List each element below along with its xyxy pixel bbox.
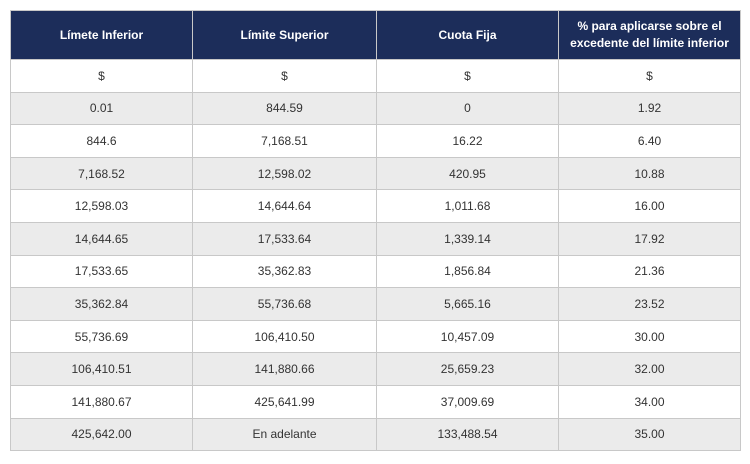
- cuota-fija-cell: 0: [376, 91, 559, 126]
- limite-inferior-cell: 55,736.69: [10, 319, 193, 354]
- limite-inferior-cell: 14,644.65: [10, 221, 193, 256]
- limite-superior-cell: $: [192, 59, 377, 93]
- cuota-fija-cell: 5,665.16: [376, 287, 559, 321]
- limite-superior-cell: 12,598.02: [192, 156, 377, 191]
- limite-superior-cell: 7,168.51: [192, 124, 377, 158]
- limite-inferior-cell: 425,642.00: [10, 417, 193, 452]
- porcentaje-cell: 32.00: [558, 352, 741, 386]
- cuota-fija-cell: 1,339.14: [376, 221, 559, 256]
- limite-inferior-cell: $: [10, 59, 193, 93]
- cuota-fija-cell: 1,011.68: [376, 189, 559, 223]
- table-row: 844.6 7,168.51 16.22 6.40: [10, 124, 741, 158]
- limite-inferior-cell: 106,410.51: [10, 352, 193, 386]
- tax-table-container: Límete Inferior Límite Superior Cuota Fi…: [10, 10, 741, 452]
- cuota-fija-cell: 16.22: [376, 124, 559, 158]
- limite-superior-cell: 106,410.50: [192, 319, 377, 354]
- limite-superior-cell: 55,736.68: [192, 287, 377, 321]
- porcentaje-cell: 16.00: [558, 189, 741, 223]
- limite-inferior-cell: 0.01: [10, 91, 193, 126]
- cuota-fija-cell: 133,488.54: [376, 417, 559, 452]
- porcentaje-cell: 1.92: [558, 91, 741, 126]
- porcentaje-cell: $: [558, 59, 741, 93]
- header-porcentaje-excedente: % para aplicarse sobre el excedente del …: [558, 10, 741, 60]
- table-row: 35,362.84 55,736.68 5,665.16 23.52: [10, 287, 741, 321]
- header-limite-superior: Límite Superior: [192, 10, 377, 60]
- cuota-fija-cell: 420.95: [376, 156, 559, 191]
- limite-inferior-cell: 12,598.03: [10, 189, 193, 223]
- limite-superior-cell: 35,362.83: [192, 254, 377, 289]
- table-row: 55,736.69 106,410.50 10,457.09 30.00: [10, 319, 741, 354]
- limite-superior-cell: 14,644.64: [192, 189, 377, 223]
- limite-inferior-cell: 844.6: [10, 124, 193, 158]
- table-row: $ $ $ $: [10, 59, 741, 93]
- table-row: 141,880.67 425,641.99 37,009.69 34.00: [10, 384, 741, 419]
- isr-rate-table: Límete Inferior Límite Superior Cuota Fi…: [10, 10, 741, 452]
- cuota-fija-cell: $: [376, 59, 559, 93]
- limite-superior-cell: 844.59: [192, 91, 377, 126]
- porcentaje-cell: 17.92: [558, 221, 741, 256]
- porcentaje-cell: 30.00: [558, 319, 741, 354]
- table-row: 12,598.03 14,644.64 1,011.68 16.00: [10, 189, 741, 223]
- cuota-fija-cell: 25,659.23: [376, 352, 559, 386]
- porcentaje-cell: 21.36: [558, 254, 741, 289]
- table-row: 0.01 844.59 0 1.92: [10, 91, 741, 126]
- header-limite-inferior: Límete Inferior: [10, 10, 193, 60]
- limite-superior-cell: 141,880.66: [192, 352, 377, 386]
- cuota-fija-cell: 1,856.84: [376, 254, 559, 289]
- cuota-fija-cell: 37,009.69: [376, 384, 559, 419]
- porcentaje-cell: 6.40: [558, 124, 741, 158]
- table-header-row: Límete Inferior Límite Superior Cuota Fi…: [10, 10, 741, 60]
- limite-superior-cell: En adelante: [192, 417, 377, 452]
- table-row: 7,168.52 12,598.02 420.95 10.88: [10, 156, 741, 191]
- limite-inferior-cell: 141,880.67: [10, 384, 193, 419]
- table-row: 106,410.51 141,880.66 25,659.23 32.00: [10, 352, 741, 386]
- porcentaje-cell: 10.88: [558, 156, 741, 191]
- porcentaje-cell: 34.00: [558, 384, 741, 419]
- porcentaje-cell: 23.52: [558, 287, 741, 321]
- porcentaje-cell: 35.00: [558, 417, 741, 452]
- limite-superior-cell: 17,533.64: [192, 221, 377, 256]
- table-row: 17,533.65 35,362.83 1,856.84 21.36: [10, 254, 741, 289]
- limite-inferior-cell: 35,362.84: [10, 287, 193, 321]
- limite-inferior-cell: 17,533.65: [10, 254, 193, 289]
- header-cuota-fija: Cuota Fija: [376, 10, 559, 60]
- limite-superior-cell: 425,641.99: [192, 384, 377, 419]
- cuota-fija-cell: 10,457.09: [376, 319, 559, 354]
- limite-inferior-cell: 7,168.52: [10, 156, 193, 191]
- table-row: 14,644.65 17,533.64 1,339.14 17.92: [10, 221, 741, 256]
- table-body: $ $ $ $0.01 844.59 0 1.92 844.6 7,168.51 16.22 6.4…: [10, 59, 741, 452]
- table-row: 425,642.00 En adelante 133,488.54 35.00: [10, 417, 741, 452]
